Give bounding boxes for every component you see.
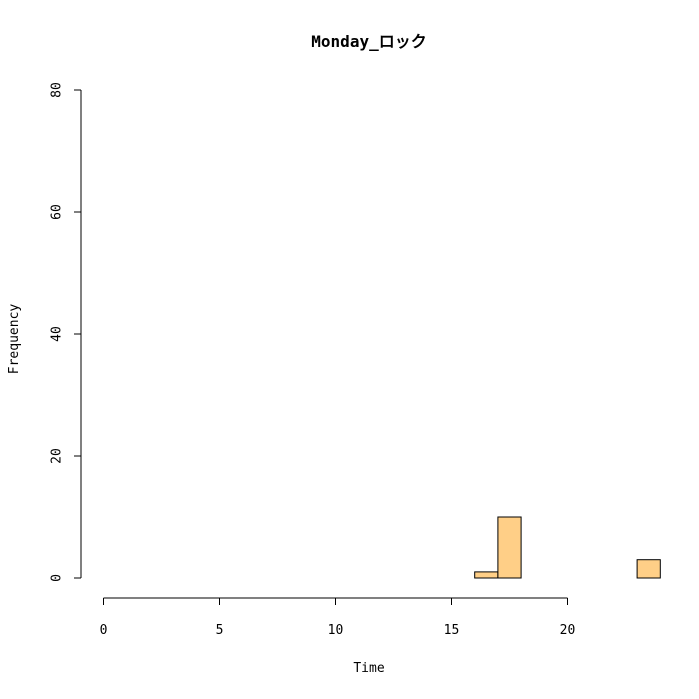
y-tick-label: 60 bbox=[50, 204, 65, 220]
x-axis: 0 5 10 15 20 bbox=[100, 597, 576, 638]
x-tick-label: 10 bbox=[328, 623, 344, 638]
y-tick-label: 20 bbox=[50, 448, 65, 464]
y-axis-label: Frequency bbox=[7, 304, 22, 375]
histogram-bar bbox=[474, 571, 499, 579]
histogram-bar bbox=[497, 516, 522, 579]
x-tick-label: 0 bbox=[100, 623, 108, 638]
y-tick-label: 40 bbox=[50, 326, 65, 342]
x-tick-label: 5 bbox=[216, 623, 224, 638]
histogram-bar bbox=[636, 559, 661, 579]
y-tick-label: 0 bbox=[50, 574, 65, 582]
chart-title: Monday_ロック bbox=[311, 32, 426, 51]
y-axis: 0 20 40 60 80 bbox=[50, 82, 82, 582]
x-tick-label: 15 bbox=[444, 623, 460, 638]
y-tick-label: 80 bbox=[50, 82, 65, 98]
bars-group bbox=[474, 516, 661, 579]
x-tick-label: 20 bbox=[560, 623, 576, 638]
x-axis-label: Time bbox=[353, 661, 384, 676]
